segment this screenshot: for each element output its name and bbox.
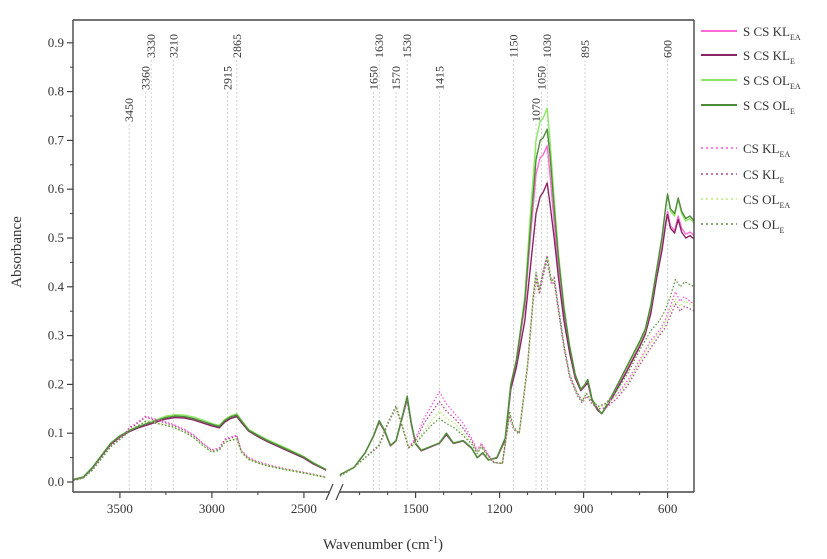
series-line-s-cs-kl-ea-right: [339, 145, 695, 476]
x-axis-label: Wavenumber (cm-1): [323, 535, 443, 553]
x-tick-label: 900: [574, 501, 594, 516]
y-tick-label: 0.3: [48, 328, 64, 343]
x-tick-label: 600: [658, 501, 678, 516]
legend-label: S CS OLE: [743, 98, 795, 116]
x-tick-label: 3500: [107, 501, 133, 516]
x-axis-label-main: Wavenumber (cm: [323, 537, 430, 553]
legend-label-name: S CS OL: [743, 98, 790, 113]
legend-label-name: S CS OL: [743, 73, 790, 88]
legend-label-name: CS OL: [743, 217, 780, 232]
legend-label-subscript: E: [779, 226, 784, 235]
legend-label-name: CS KL: [743, 141, 780, 156]
annotation-label: 1415: [432, 66, 446, 90]
y-tick-label: 0.9: [48, 35, 64, 50]
legend-label: CS KLE: [743, 167, 784, 185]
annotation-label: 3210: [166, 34, 180, 58]
legend-label-subscript: EA: [790, 82, 801, 91]
y-tick-label: 0.8: [48, 84, 64, 99]
series-line-cs-ol-ea-right: [339, 256, 695, 477]
legend-label: CS OLEA: [743, 192, 790, 210]
legend-label-subscript: E: [790, 57, 795, 66]
legend-label-name: CS OL: [743, 192, 780, 207]
y-tick-label: 0.6: [48, 181, 65, 196]
legend-label-name: S CS KL: [743, 24, 790, 39]
series-line-cs-ol-e-left: [72, 420, 327, 482]
legend-label-subscript: E: [790, 107, 795, 116]
annotation-label: 1030: [540, 34, 554, 58]
legend-label-name: CS KL: [743, 167, 780, 182]
annotation-label: 2865: [230, 34, 244, 58]
series-line-s-cs-kl-e-left: [72, 415, 327, 481]
legend-label-subscript: EA: [779, 150, 790, 159]
series-lines: [72, 107, 695, 482]
annotation-label: 3360: [139, 66, 153, 90]
y-tick-label: 0.2: [48, 376, 64, 391]
legend-label-subscript: EA: [779, 201, 790, 210]
series-line-s-cs-ol-e-left: [72, 414, 327, 481]
legend-label-subscript: EA: [790, 33, 801, 42]
x-tick-label: 3000: [199, 501, 225, 516]
axes: 0.0 0.1 0.2 0.3 0.4 0.5 0.6 0.7 0.8 0.9 3500 3000 25…: [48, 19, 695, 516]
series-line-s-cs-ol-e-right: [339, 128, 695, 476]
legend-label: S CS KLEA: [743, 24, 801, 42]
y-tick-label: 0.4: [48, 279, 65, 294]
legend-label: CS OLE: [743, 217, 784, 235]
legend-label: S CS KLE: [743, 48, 795, 66]
axis-break-mark: [325, 483, 334, 501]
annotation-label: 600: [661, 40, 675, 58]
x-tick-label: 1200: [487, 501, 513, 516]
x-axis-label-close: ): [438, 537, 443, 553]
legend-label-subscript: E: [779, 176, 784, 185]
series-line-s-cs-ol-ea-right: [339, 107, 695, 476]
annotation-label: 1050: [535, 66, 549, 90]
annotation-label: 1070: [529, 98, 543, 122]
annotation-label: 2915: [221, 66, 235, 90]
annotation-label: 1530: [400, 34, 414, 58]
y-axis-label: Absorbance: [9, 216, 25, 288]
annotation-label: 3330: [144, 34, 158, 58]
annotation-label: 1630: [372, 34, 386, 58]
legend-label: CS KLEA: [743, 141, 790, 159]
x-tick-label: 2500: [291, 501, 317, 516]
legend-label: S CS OLEA: [743, 73, 801, 91]
legend-label-name: S CS KL: [743, 48, 790, 63]
annotation-label: 1570: [389, 66, 403, 90]
x-axis-label-sup: -1: [430, 535, 438, 546]
annotation-label: 3450: [122, 98, 136, 122]
annotation-label: 1650: [367, 66, 381, 90]
annotation-label: 1150: [507, 34, 521, 58]
axis-break-mark: [335, 483, 344, 501]
x-tick-label: 1500: [403, 501, 429, 516]
y-tick-label: 0.0: [48, 474, 64, 489]
y-tick-label: 0.5: [48, 230, 64, 245]
annotation-label: 895: [578, 40, 592, 58]
y-tick-label: 0.1: [48, 425, 64, 440]
y-tick-label: 0.7: [48, 132, 65, 147]
